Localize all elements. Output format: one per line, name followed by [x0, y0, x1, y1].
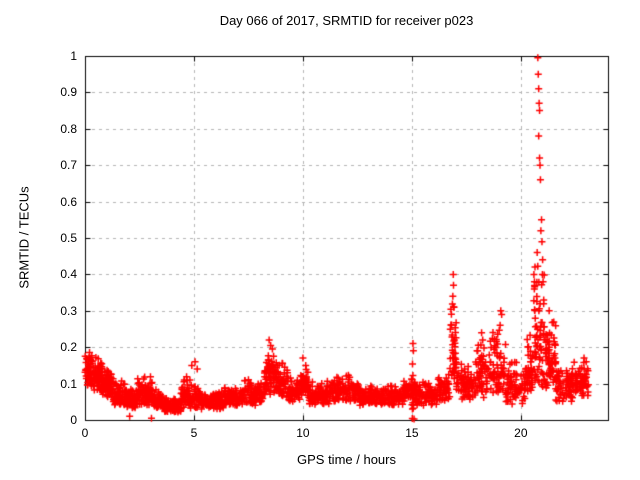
x-tick-label: 15	[405, 426, 419, 440]
y-axis-label: SRMTID / TECUs	[16, 186, 32, 289]
y-tick-label: 0.3	[60, 303, 77, 318]
x-tick-label: 0	[81, 426, 89, 440]
x-tick-label: 20	[514, 426, 528, 440]
y-tick-label: 0	[70, 413, 77, 427]
x-axis-label: GPS time / hours	[297, 452, 396, 467]
y-tick-label: 0.7	[60, 158, 77, 173]
y-tick-label: 0.4	[60, 267, 77, 282]
y-tick-label: 0.9	[60, 85, 77, 100]
x-tick-label: 10	[296, 426, 310, 440]
y-tick-label: 0.5	[60, 231, 77, 245]
y-tick-label: 0.1	[60, 376, 77, 391]
y-tick-label: 0.8	[60, 121, 77, 136]
x-tick-label: 5	[190, 426, 198, 440]
y-tick-label: 1	[70, 49, 77, 63]
chart-title: Day 066 of 2017, SRMTID for receiver p02…	[219, 13, 474, 28]
y-tick-label: 0.6	[60, 194, 77, 209]
y-tick-label: 0.2	[60, 340, 77, 355]
